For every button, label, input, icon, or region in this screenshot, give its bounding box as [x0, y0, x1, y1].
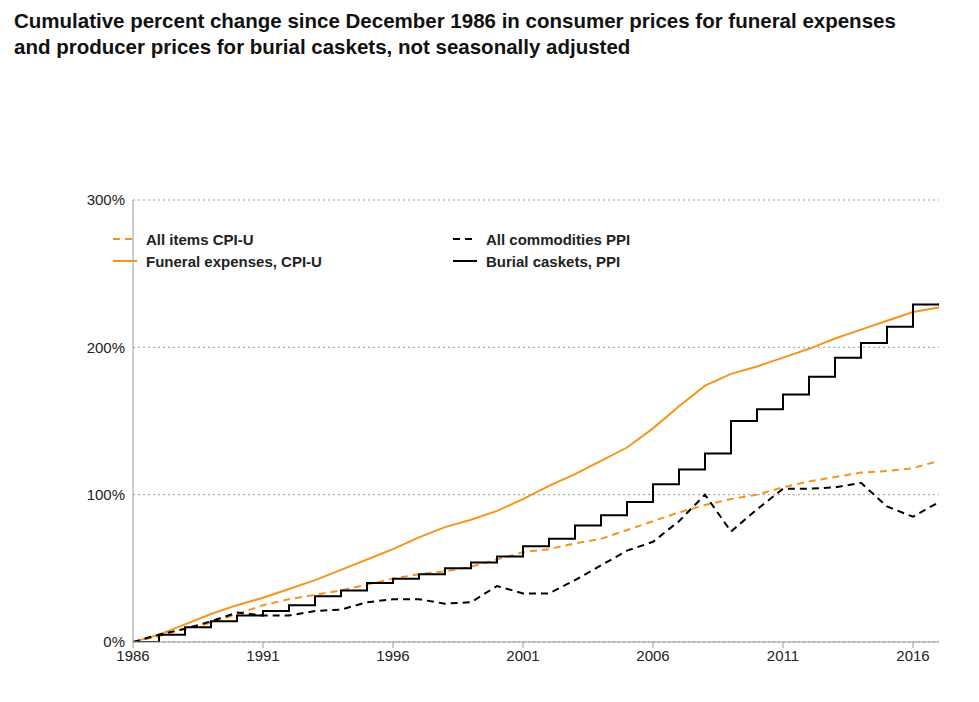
html-text:All commodities PPI: All commodities PPI — [486, 230, 631, 248]
svg-text:2006: 2006 — [636, 647, 669, 664]
svg-text:1986: 1986 — [116, 646, 150, 664]
svg-text:2016: 2016 — [896, 647, 929, 664]
svg-text:0%: 0% — [103, 633, 125, 650]
html-text:Burial caskets, PPI: Burial caskets, PPI — [486, 252, 621, 270]
svg-text:2001: 2001 — [506, 647, 539, 664]
svg-text:300%: 300% — [87, 191, 125, 208]
svg-text:200%: 200% — [87, 339, 125, 356]
html-text:All items CPI-U: All items CPI-U — [146, 230, 254, 248]
svg-text:1996: 1996 — [376, 647, 409, 664]
html-text:Funeral expenses, CPI-U: Funeral expenses, CPI-U — [146, 252, 322, 270]
html-text:Cumulative percent change sinc: Cumulative percent change since December… — [14, 9, 896, 58]
svg-text:1991: 1991 — [246, 647, 279, 664]
svg-text:2011: 2011 — [767, 647, 799, 664]
svg-text:100%: 100% — [87, 486, 125, 503]
